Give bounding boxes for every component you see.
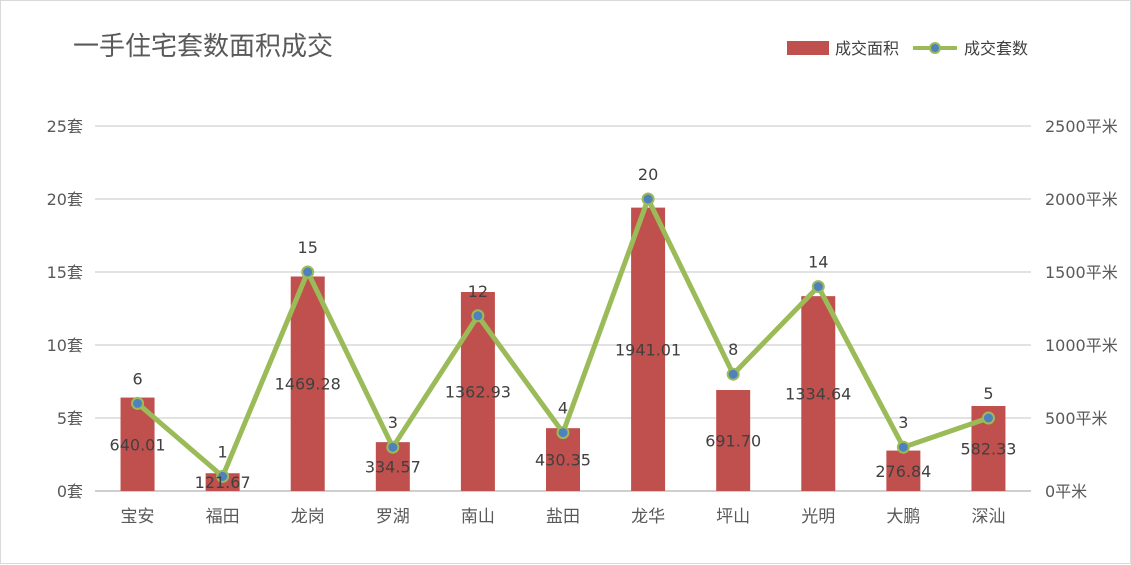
legend: 成交面积 成交套数 xyxy=(787,39,1028,58)
y-left-tick-label: 0套 xyxy=(57,482,83,501)
bar-area xyxy=(801,296,836,491)
line-point-count xyxy=(131,396,145,410)
data-label-area: 430.35 xyxy=(535,451,591,470)
x-tick-label: 盐田 xyxy=(546,507,580,527)
y-right-tick-label: 500平米 xyxy=(1045,409,1108,428)
legend-label-area: 成交面积 xyxy=(835,39,899,58)
data-label-count: 5 xyxy=(983,384,993,403)
y-right-tick-label: 0平米 xyxy=(1045,482,1087,501)
data-label-area: 640.01 xyxy=(110,435,166,454)
y-left-tick-label: 10套 xyxy=(47,336,83,355)
data-label-area: 582.33 xyxy=(960,439,1016,458)
line-series-count xyxy=(131,192,995,483)
data-label-area: 1941.01 xyxy=(615,340,681,359)
legend-swatch-count-marker xyxy=(929,42,941,54)
data-label-count: 6 xyxy=(132,369,142,388)
data-label-count: 12 xyxy=(468,282,488,301)
data-label-area: 1469.28 xyxy=(275,375,341,394)
x-tick-label: 南山 xyxy=(461,507,495,527)
x-tick-label: 坪山 xyxy=(716,507,750,527)
bar-area xyxy=(460,292,495,491)
x-tick-label: 罗湖 xyxy=(376,507,410,527)
bar-area xyxy=(886,450,921,491)
x-tick-label: 宝安 xyxy=(121,507,155,527)
x-tick-label: 大鹏 xyxy=(886,507,920,527)
line-point-count xyxy=(641,192,655,206)
x-tick-label: 龙华 xyxy=(631,507,665,527)
data-label-count: 15 xyxy=(298,238,318,257)
gridlines xyxy=(95,125,1031,492)
bar-series-area xyxy=(120,207,1006,491)
x-tick-label: 光明 xyxy=(801,507,835,527)
line-point-count xyxy=(811,280,825,294)
line-point-count xyxy=(471,309,485,323)
data-label-count: 3 xyxy=(388,413,398,432)
legend-swatch-area xyxy=(787,41,829,55)
y-left-tick-label: 15套 xyxy=(47,263,83,282)
axes: 0套 5套 10套 15套 20套 25套 0平米 500平米 1000平米 1500平米 2000… xyxy=(47,117,1118,527)
data-label-count: 8 xyxy=(728,340,738,359)
data-label-area: 121.67 xyxy=(195,473,251,492)
y-left-tick-label: 5套 xyxy=(57,409,83,428)
y-right-tick-label: 1500平米 xyxy=(1045,263,1118,282)
y-right-tick-label: 2500平米 xyxy=(1045,117,1118,136)
x-tick-label: 深汕 xyxy=(971,507,1005,527)
bar-area xyxy=(631,207,666,491)
y-right-tick-label: 2000平米 xyxy=(1045,190,1118,209)
y-left-tick-label: 20套 xyxy=(47,190,83,209)
line-point-count xyxy=(726,367,740,381)
data-labels: 6 1 15 3 12 4 20 8 14 3 5 640.01 121.67 1469.28 334.57… xyxy=(110,165,1017,492)
line-point-count xyxy=(216,469,230,483)
chart-title: 一手住宅套数面积成交 xyxy=(73,32,333,62)
legend-label-count: 成交套数 xyxy=(964,39,1028,58)
data-label-count: 4 xyxy=(558,399,568,418)
y-left-tick-label: 25套 xyxy=(47,117,83,136)
x-tick-label: 龙岗 xyxy=(291,507,325,527)
x-tick-label: 福田 xyxy=(206,507,240,527)
data-label-count: 3 xyxy=(898,413,908,432)
data-label-area: 1334.64 xyxy=(785,385,851,404)
data-label-count: 1 xyxy=(218,442,228,461)
data-label-area: 691.70 xyxy=(705,432,761,451)
line-point-count xyxy=(556,426,570,440)
line-point-count xyxy=(896,440,910,454)
data-label-area: 276.84 xyxy=(875,462,931,481)
data-label-count: 20 xyxy=(638,165,658,184)
line-point-count xyxy=(981,411,995,425)
data-label-area: 1362.93 xyxy=(445,383,511,402)
bar-area xyxy=(716,390,751,491)
data-label-area: 334.57 xyxy=(365,458,421,477)
bar-area xyxy=(290,276,325,491)
line-point-count xyxy=(301,265,315,279)
data-label-count: 14 xyxy=(808,253,828,272)
y-right-tick-label: 1000平米 xyxy=(1045,336,1118,355)
line-point-count xyxy=(386,440,400,454)
